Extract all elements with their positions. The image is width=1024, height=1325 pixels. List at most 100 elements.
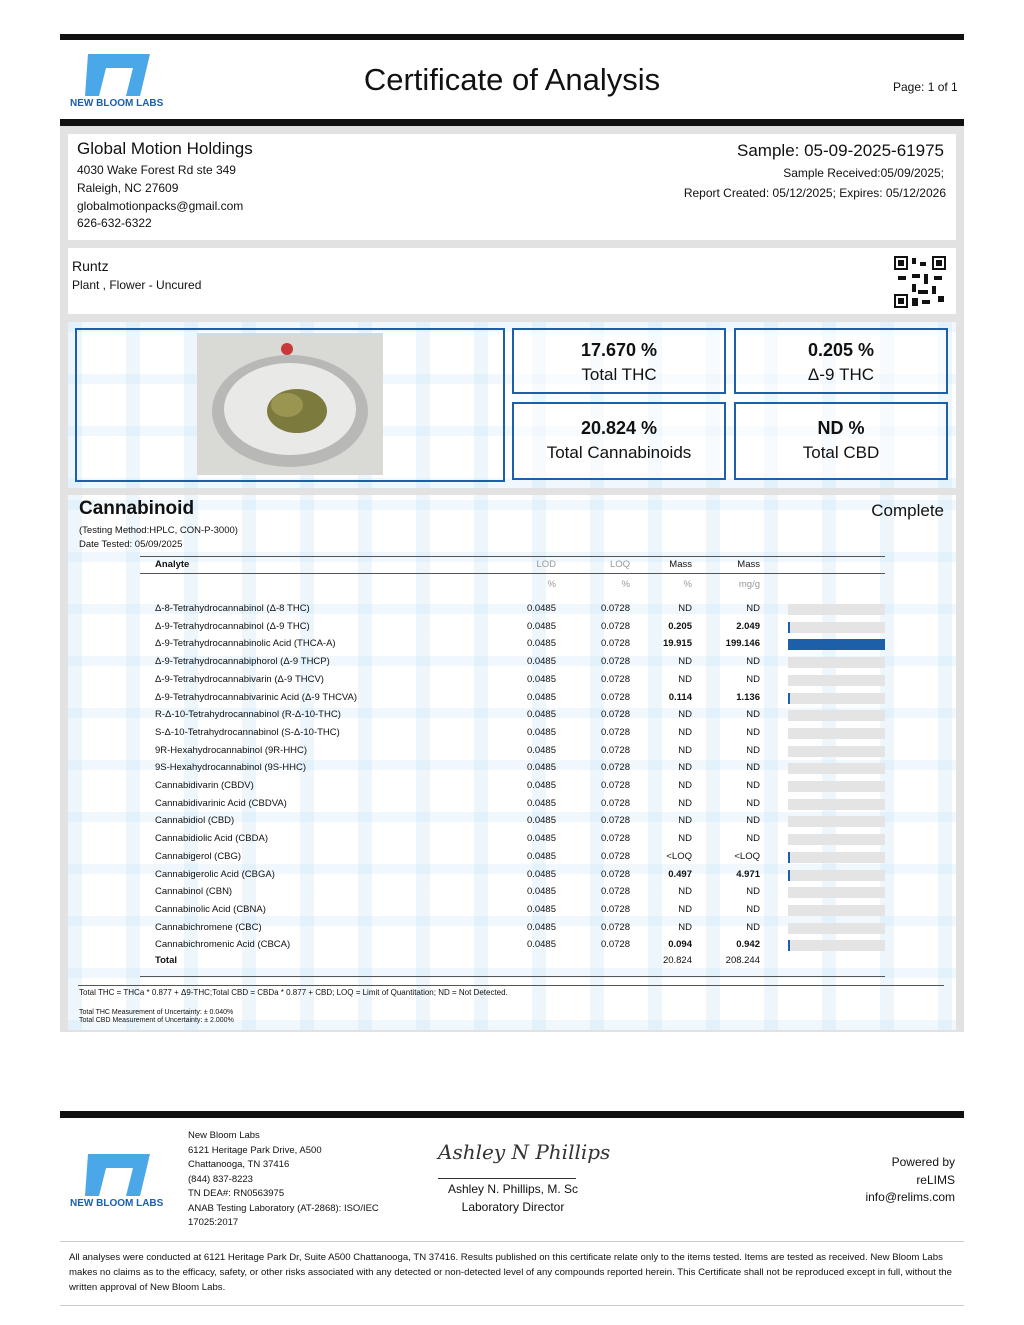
bar-track [788, 727, 885, 739]
analyte: Δ-8-Tetrahydrocannabinol (Δ-8 THC) [155, 603, 310, 614]
client-address: Raleigh, NC 27609 [77, 181, 179, 195]
total-cell: 208.244 [725, 955, 760, 966]
cell: ND [746, 603, 760, 614]
mass-bar [788, 851, 790, 863]
bar-track [788, 922, 885, 934]
table-rule [140, 573, 885, 574]
logo-text: NEW BLOOM LABS [70, 98, 164, 109]
qr-code [893, 255, 947, 309]
cell: 0.0485 [526, 939, 556, 951]
cell: ND [678, 921, 692, 933]
signature: Ashley N Phillips [438, 1140, 611, 1164]
cell: ND [678, 603, 692, 614]
logo-mark [85, 54, 150, 96]
signer-role: Laboratory Director [461, 1200, 565, 1214]
analyte: Cannabidiolic Acid (CBDA) [155, 833, 268, 845]
cell: ND [746, 797, 760, 809]
summary-box: ND % Total CBD [734, 402, 948, 480]
cell: 0.0728 [600, 921, 630, 933]
cell: 0.0728 [600, 620, 630, 632]
sample-photo [197, 333, 383, 475]
cell: 0.094 [668, 939, 692, 951]
section-title: Cannabinoid [79, 498, 195, 519]
analyte: Δ-9-Tetrahydrocannabinol (Δ-9 THC) [155, 620, 310, 632]
cell: 0.0728 [600, 656, 630, 668]
summary-value: 20.824 % [580, 418, 658, 438]
cell: ND [678, 744, 692, 756]
cell: 0.0485 [526, 780, 556, 791]
cell: ND [746, 709, 760, 721]
cell: 0.0728 [600, 603, 630, 614]
bar-track [788, 834, 885, 846]
summary-box: 20.824 % Total Cannabinoids [512, 402, 726, 480]
client-name: Global Motion Holdings [77, 139, 253, 158]
cell: 0.0728 [600, 939, 630, 951]
column-header: LOD [536, 559, 556, 570]
analyte: S-Δ-10-Tetrahydrocannabinol (S-Δ-10-THC) [155, 726, 340, 738]
header-rule [60, 119, 964, 126]
cell: ND [678, 886, 692, 898]
doc-title: Certificate of Analysis [363, 62, 661, 97]
cell: 0.0485 [526, 797, 556, 809]
bar-track [788, 604, 885, 615]
bar-track [788, 887, 885, 899]
cell: <LOQ [734, 850, 760, 862]
report-dates: Report Created: 05/12/2025; Expires: 05/… [683, 186, 946, 200]
analyte: Cannabidiol (CBD) [155, 815, 235, 827]
cell: ND [746, 673, 760, 685]
summary-value: 0.205 % [807, 340, 875, 360]
analyte: 9R-Hexahydrocannabinol (9R-HHC) [155, 744, 308, 756]
divider [60, 1241, 964, 1242]
mass-bar [788, 940, 790, 952]
bar-track [788, 869, 885, 881]
column-header: Mass [669, 559, 692, 570]
client-box [68, 134, 956, 240]
cell: ND [678, 709, 692, 721]
test-date: Date Tested: 05/09/2025 [79, 539, 183, 550]
cell: 0.0485 [526, 903, 556, 915]
cell: 199.146 [725, 638, 760, 650]
note: Total CBD Measurement of Uncertainty: ± … [79, 1017, 234, 1024]
summary-box: 0.205 % Δ-9 THC [734, 328, 948, 394]
bar-track [788, 710, 885, 722]
column-unit: % [683, 579, 692, 590]
product-box [68, 248, 956, 314]
cell: 4.971 [736, 868, 760, 880]
table-rule [140, 976, 885, 977]
summary-value: ND % [817, 418, 865, 438]
bar-track [788, 763, 885, 775]
footer-rule [60, 1111, 964, 1118]
column-unit: % [621, 579, 630, 590]
cell: ND [746, 744, 760, 756]
analyte: Δ-9-Tetrahydrocannabiphorol (Δ-9 THCP) [155, 656, 330, 668]
top-rule [60, 34, 964, 40]
cell: 0.205 [668, 620, 692, 632]
cell: 0.0728 [600, 815, 630, 827]
cell: 0.0728 [600, 903, 630, 915]
cell: ND [678, 780, 692, 791]
bar-track [788, 692, 885, 704]
signature-line [438, 1178, 576, 1179]
table-rule [140, 556, 885, 557]
bar-track [788, 674, 885, 686]
product-name: Runtz [72, 258, 109, 274]
test-method: (Testing Method:HPLC, CON-P-3000) [79, 525, 238, 536]
cell: ND [746, 903, 760, 915]
client-address: 4030 Wake Forest Rd ste 349 [77, 163, 236, 177]
sample-id: Sample: 05-09-2025-61975 [737, 141, 944, 160]
cell: 0.497 [668, 868, 692, 880]
cell: 0.0485 [526, 603, 556, 614]
lab-info: ANAB Testing Laboratory (AT-2868): ISO/I… [188, 1202, 379, 1214]
cell: 0.0485 [526, 850, 556, 862]
cell: ND [678, 656, 692, 668]
analyte: Cannabigerolic Acid (CBGA) [155, 868, 275, 880]
analyte: Cannabinol (CBN) [155, 886, 233, 898]
cell: ND [746, 833, 760, 845]
cell: 19.915 [662, 638, 692, 650]
mass-bar [788, 621, 790, 633]
column-unit: mg/g [738, 579, 760, 590]
cell: ND [678, 797, 692, 809]
powered-by: Powered by [891, 1155, 955, 1169]
column-header: Mass [737, 559, 760, 570]
